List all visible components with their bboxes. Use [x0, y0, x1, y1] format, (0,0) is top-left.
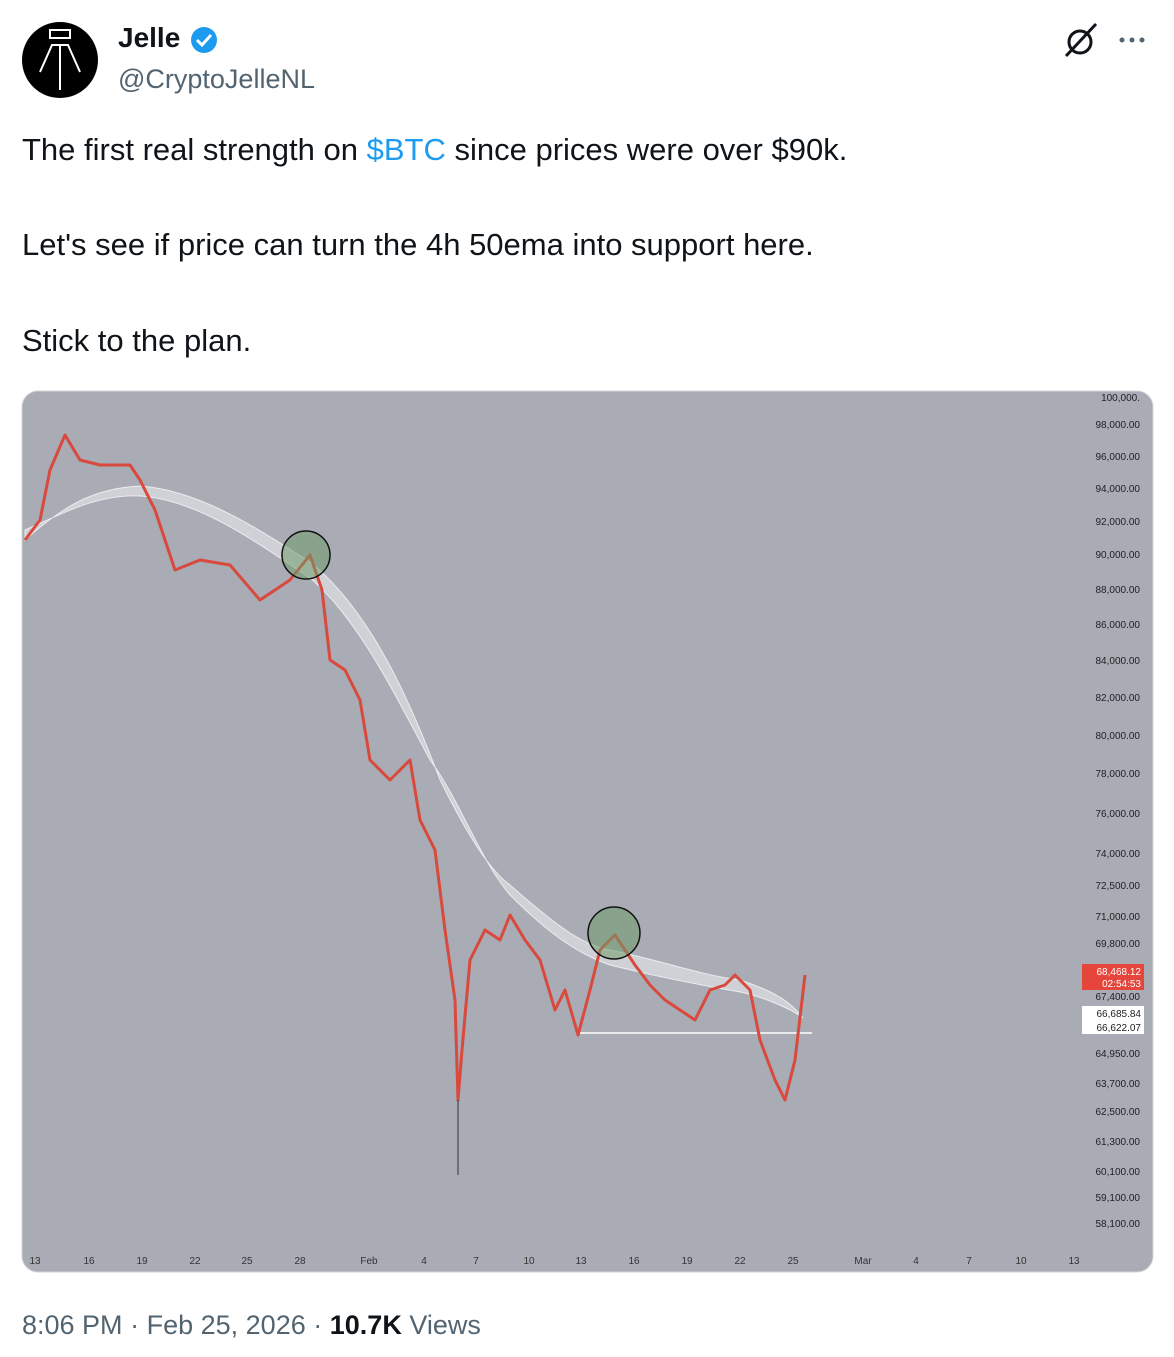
date-label: 13 [1068, 1256, 1080, 1267]
date-label: 16 [83, 1256, 95, 1267]
price-label: 71,000.00 [1096, 912, 1141, 923]
views-count: 10.7K [329, 1310, 402, 1340]
date-label: 28 [294, 1256, 306, 1267]
author-name[interactable]: Jelle [118, 22, 181, 53]
ema-tag [1082, 1006, 1144, 1034]
footer: 8:06 PM · Feb 25, 2026 · 10.7K Views [22, 1310, 481, 1341]
price-label: 69,800.00 [1096, 939, 1141, 950]
price-label: 62,500.00 [1096, 1107, 1141, 1118]
price-label: 59,100.00 [1096, 1193, 1141, 1204]
grok-icon[interactable] [1064, 22, 1098, 58]
time[interactable]: 8:06 PM [22, 1310, 123, 1340]
axis-labels: 100,000. 98,000.00 96,000.00 94,000.00 92,00… [29, 393, 1141, 1267]
price-tag [1082, 964, 1144, 990]
price-label: 92,000.00 [1096, 517, 1141, 528]
price-label: 82,000.00 [1096, 693, 1141, 704]
price-line [23, 433, 807, 1102]
last-price: 68,468.12 [1097, 967, 1142, 978]
text: since prices were over $90k. [445, 132, 848, 167]
date-label: 22 [734, 1256, 746, 1267]
price-label: 76,000.00 [1096, 809, 1141, 820]
more-menu[interactable] [1119, 37, 1145, 43]
date-label: 25 [787, 1256, 799, 1267]
price-label: 88,000.00 [1096, 585, 1141, 596]
price-label: 63,700.00 [1096, 1079, 1141, 1090]
price-label: 96,000.00 [1096, 452, 1141, 463]
ema-band [24, 485, 804, 1019]
verified-badge [191, 27, 217, 53]
date[interactable]: Feb 25, 2026 [146, 1310, 306, 1340]
price-label: 100,000. [1101, 393, 1140, 404]
countdown: 02:54:53 [1102, 979, 1141, 990]
date-label: 7 [473, 1256, 479, 1267]
price-label: 58,100.00 [1096, 1219, 1141, 1230]
date-label: 13 [29, 1256, 41, 1267]
date-label: 19 [681, 1256, 693, 1267]
author-handle[interactable]: @CryptoJelleNL [118, 64, 315, 94]
price-label: 90,000.00 [1096, 550, 1141, 561]
date-label: 25 [241, 1256, 253, 1267]
tweet-text: The first real strength on $BTC since pr… [22, 132, 847, 168]
price-label: 94,000.00 [1096, 484, 1141, 495]
date-label: 7 [966, 1256, 972, 1267]
highlight-circle [281, 530, 331, 580]
text: The first real strength on [22, 132, 367, 167]
date-label: 4 [913, 1256, 919, 1267]
image-frame [21, 390, 1154, 1273]
date-label: 10 [523, 1256, 535, 1267]
cashtag[interactable]: $BTC [366, 132, 446, 167]
price-label: 60,100.00 [1096, 1167, 1141, 1178]
date-label: 22 [189, 1256, 201, 1267]
highlight-circle [587, 906, 641, 960]
date-label: 13 [575, 1256, 587, 1267]
price-label: 80,000.00 [1096, 731, 1141, 742]
date-label: Feb [360, 1256, 378, 1267]
date-label: Mar [854, 1256, 872, 1267]
price-label: 98,000.00 [1096, 420, 1141, 431]
date-label: 10 [1015, 1256, 1027, 1267]
verified-check [195, 33, 213, 48]
price-label: 61,300.00 [1096, 1137, 1141, 1148]
price-label: 64,950.00 [1096, 1049, 1141, 1060]
tweet-text: Let's see if price can turn the 4h 50ema… [22, 227, 814, 262]
date-label: 4 [421, 1256, 427, 1267]
price-label: 84,000.00 [1096, 656, 1141, 667]
separator: · [130, 1310, 140, 1340]
price-label: 74,000.00 [1096, 849, 1141, 860]
date-label: 19 [136, 1256, 148, 1267]
views-label: Views [409, 1310, 481, 1340]
ema-value: 66,685.84 [1097, 1009, 1142, 1020]
price-label: 78,000.00 [1096, 769, 1141, 780]
tweet-text: Stick to the plan. [22, 323, 252, 358]
date-label: 16 [628, 1256, 640, 1267]
price-label: 86,000.00 [1096, 620, 1141, 631]
price-label: 72,500.00 [1096, 881, 1141, 892]
chart-image[interactable]: 100,000. 98,000.00 96,000.00 94,000.00 92,00… [21, 390, 1154, 1273]
separator: · [313, 1310, 323, 1340]
ema-value: 66,622.07 [1097, 1023, 1142, 1034]
avatar-figure [39, 29, 81, 90]
price-label: 67,400.00 [1096, 992, 1141, 1003]
